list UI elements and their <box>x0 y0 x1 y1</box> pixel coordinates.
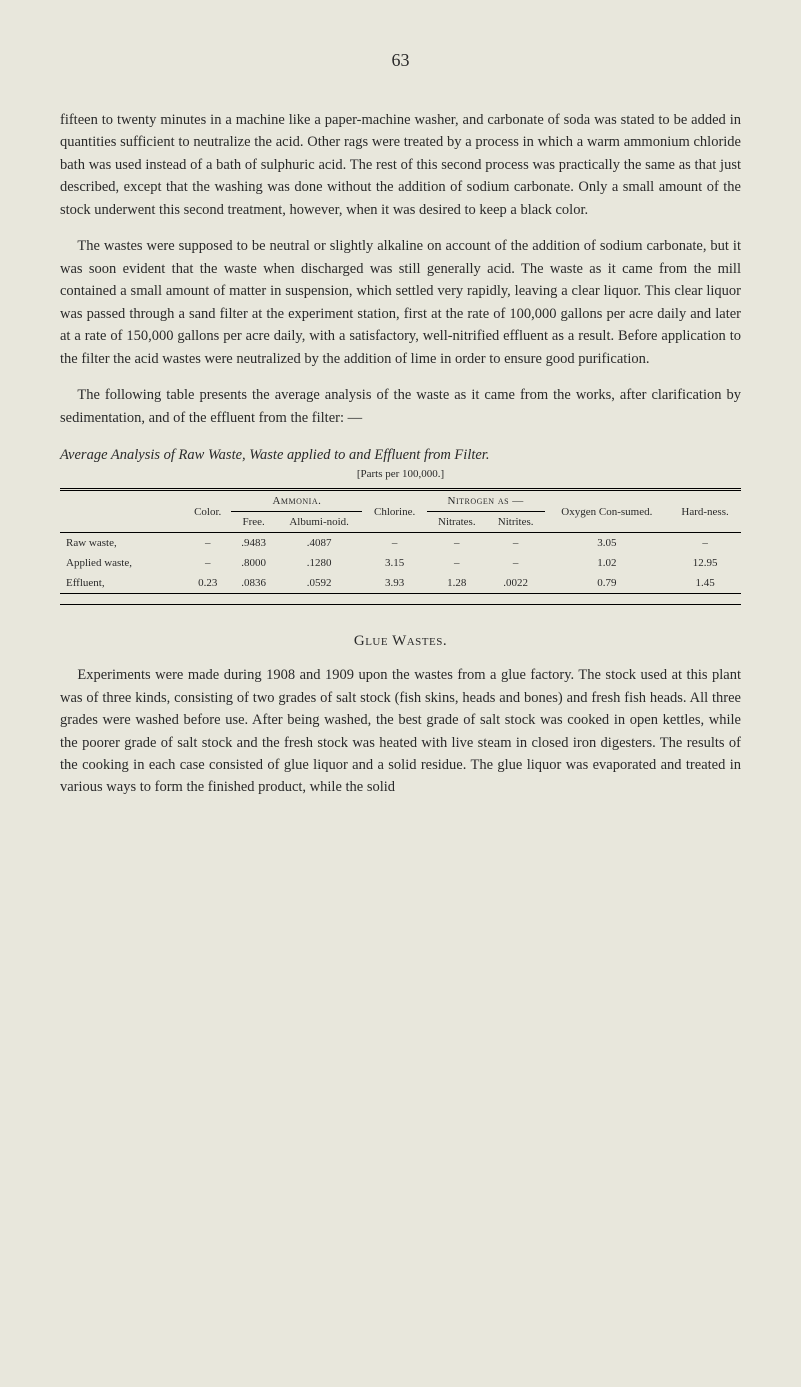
th-oxygen: Oxygen Con-sumed. <box>545 490 670 533</box>
th-ammonia: Ammonia. <box>231 490 362 512</box>
cell: – <box>487 533 545 554</box>
th-blank <box>60 490 184 533</box>
cell: 0.79 <box>545 573 670 594</box>
table-bottom-rule <box>60 594 741 605</box>
row-label: Raw waste, <box>60 533 184 554</box>
th-hardness: Hard-ness. <box>669 490 741 533</box>
cell: .9483 <box>231 533 275 554</box>
analysis-table: Color. Ammonia. Chlorine. Nitrogen as — … <box>60 488 741 605</box>
table-row: Applied waste, – .8000 .1280 3.15 – – 1.… <box>60 553 741 573</box>
row-label: Applied waste, <box>60 553 184 573</box>
cell: – <box>184 553 231 573</box>
cell: .0836 <box>231 573 275 594</box>
cell: 0.23 <box>184 573 231 594</box>
section-heading: Glue Wastes. <box>60 633 741 650</box>
th-chlorine: Chlorine. <box>362 490 426 533</box>
row-label: Effluent, <box>60 573 184 594</box>
paragraph-2: The wastes were supposed to be neutral o… <box>60 235 741 370</box>
cell: .0592 <box>276 573 363 594</box>
cell: 12.95 <box>669 553 741 573</box>
cell: 1.02 <box>545 553 670 573</box>
th-nitrogen: Nitrogen as — <box>427 490 545 512</box>
cell: – <box>362 533 426 554</box>
cell: 3.05 <box>545 533 670 554</box>
cell: – <box>184 533 231 554</box>
cell: – <box>427 553 487 573</box>
cell: .0022 <box>487 573 545 594</box>
cell: 3.15 <box>362 553 426 573</box>
page-number: 63 <box>60 50 741 71</box>
cell: 1.28 <box>427 573 487 594</box>
cell: .4087 <box>276 533 363 554</box>
th-free: Free. <box>231 512 275 533</box>
cell: – <box>487 553 545 573</box>
th-nitrites: Nitrites. <box>487 512 545 533</box>
paragraph-3: The following table presents the average… <box>60 384 741 429</box>
th-color: Color. <box>184 490 231 533</box>
table-row: Raw waste, – .9483 .4087 – – – 3.05 – <box>60 533 741 554</box>
page-container: 63 fifteen to twenty minutes in a machin… <box>0 0 801 873</box>
table-subtitle: [Parts per 100,000.] <box>60 468 741 480</box>
paragraph-4: Experiments were made during 1908 and 19… <box>60 664 741 799</box>
th-albuminoid: Albumi-noid. <box>276 512 363 533</box>
table-title: Average Analysis of Raw Waste, Waste app… <box>60 447 741 464</box>
cell: – <box>427 533 487 554</box>
cell: .1280 <box>276 553 363 573</box>
cell: – <box>669 533 741 554</box>
cell: .8000 <box>231 553 275 573</box>
th-nitrates: Nitrates. <box>427 512 487 533</box>
paragraph-1: fifteen to twenty minutes in a machine l… <box>60 109 741 221</box>
table-row: Effluent, 0.23 .0836 .0592 3.93 1.28 .00… <box>60 573 741 594</box>
cell: 1.45 <box>669 573 741 594</box>
cell: 3.93 <box>362 573 426 594</box>
